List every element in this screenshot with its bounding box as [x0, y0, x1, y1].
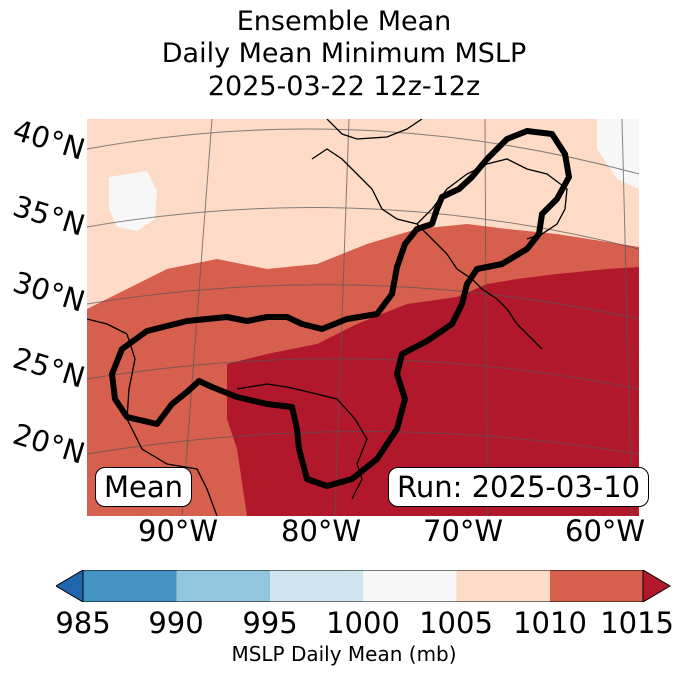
colorbar-tick-1005: 1005: [419, 606, 493, 640]
lat-label-25: 25°N: [9, 340, 89, 395]
mslp-1015-region: [227, 267, 639, 516]
colorbar-tick-995: 995: [242, 606, 298, 640]
lon-label-80: 80°W: [281, 514, 362, 548]
colorbar-bin-1005: [456, 570, 550, 602]
map-panel: [87, 119, 639, 516]
colorbar: [56, 570, 671, 602]
lat-label-30: 30°N: [9, 264, 89, 319]
run-date-box: Run: 2025-03-10: [388, 467, 650, 507]
mslp-1000-patch-west: [109, 171, 157, 231]
colorbar-extend-low: [56, 570, 84, 602]
lon-label-70: 70°W: [423, 514, 504, 548]
colorbar-tick-1015: 1015: [600, 606, 675, 640]
colorbar-tick-1010: 1010: [513, 606, 587, 640]
mean-label-box: Mean: [95, 467, 193, 507]
graticule: [87, 119, 639, 516]
lat-label-40: 40°N: [9, 112, 89, 167]
colorbar-bin-1010: [550, 570, 643, 602]
colorbar-bin-995: [270, 570, 363, 602]
colorbar-tick-1000: 1000: [326, 606, 400, 640]
lon-label-60: 60°W: [565, 514, 646, 548]
colorbar-label: MSLP Daily Mean (mb): [231, 642, 457, 666]
colorbar-tick-985: 985: [55, 606, 111, 640]
colorbar-extend-high: [642, 570, 671, 602]
colorbar-tick-990: 990: [148, 606, 204, 640]
colorbar-bin-985: [83, 570, 177, 602]
colorbar-bin-990: [176, 570, 270, 602]
mslp-contour: [109, 128, 572, 489]
colorbar-bin-1000: [363, 570, 457, 602]
lon-label-90: 90°W: [138, 514, 219, 548]
lat-label-35: 35°N: [9, 188, 89, 243]
colorbar-frame: [82, 570, 644, 602]
title-line-3: 2025-03-22 12z-12z: [207, 71, 481, 102]
title-line-2: Daily Mean Minimum MSLP: [161, 38, 527, 69]
lat-label-20: 20°N: [9, 416, 89, 471]
title-line-1: Ensemble Mean: [236, 6, 452, 37]
